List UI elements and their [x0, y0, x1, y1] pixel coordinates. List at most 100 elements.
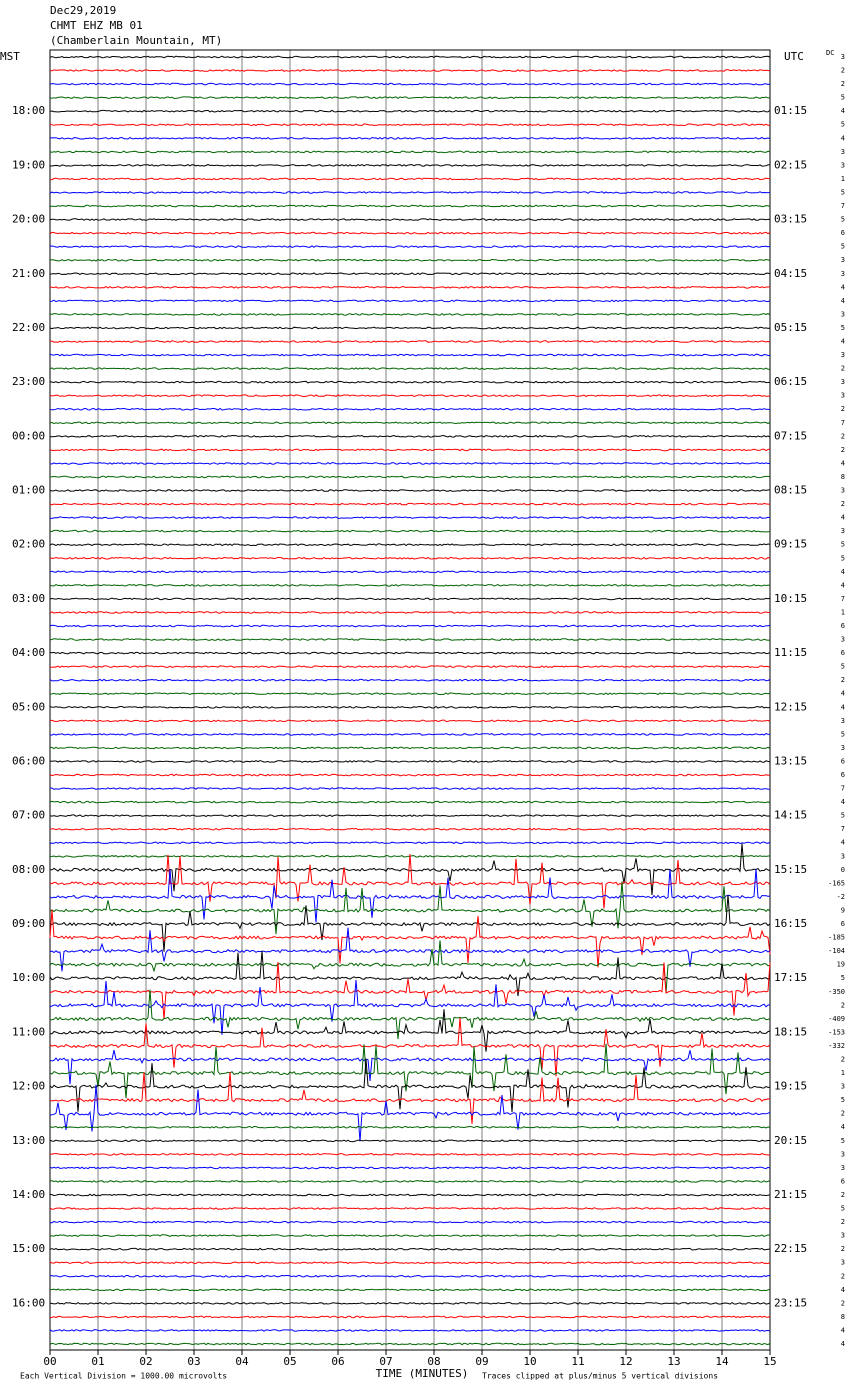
- dc-offset: 3: [841, 487, 845, 495]
- dc-offset: 3: [841, 1232, 845, 1240]
- trace: [49, 502, 771, 506]
- dc-offset: 5: [841, 324, 845, 332]
- dc-offset: 1: [841, 175, 845, 183]
- trace: [49, 1043, 771, 1099]
- trace: [49, 1274, 771, 1278]
- mst-label: 19:00: [12, 158, 45, 171]
- trace: [50, 989, 771, 1039]
- dc-offset: 5: [841, 812, 845, 820]
- dc-label: DC: [826, 49, 834, 57]
- utc-label: 16:15: [774, 917, 807, 930]
- dc-offset: 3: [841, 1164, 845, 1172]
- trace: [49, 1342, 771, 1346]
- utc-label: 06:15: [774, 375, 807, 388]
- dc-offset: 6: [841, 649, 845, 657]
- trace: [49, 1301, 771, 1305]
- trace: [50, 516, 771, 520]
- x-tick-label: 10: [523, 1355, 536, 1368]
- trace: [49, 367, 770, 371]
- mst-label: 16:00: [12, 1296, 45, 1309]
- trace: [49, 1234, 771, 1237]
- utc-label: 22:15: [774, 1242, 807, 1255]
- dc-offset: 3: [841, 744, 845, 752]
- mst-label: 06:00: [12, 754, 45, 767]
- trace: [49, 1166, 771, 1170]
- mst-label: 15:00: [12, 1242, 45, 1255]
- trace: [49, 109, 771, 113]
- trace: [49, 312, 771, 316]
- dc-offset: 8: [841, 473, 845, 481]
- left-axis-label: MST: [0, 50, 20, 63]
- utc-label: 21:15: [774, 1188, 807, 1201]
- trace: [49, 733, 771, 736]
- mst-label: 23:00: [12, 375, 45, 388]
- utc-label: 23:15: [774, 1296, 807, 1309]
- dc-offset: 3: [841, 53, 845, 61]
- trace: [49, 177, 770, 181]
- trace: [49, 800, 771, 804]
- dc-offset: 3: [841, 717, 845, 725]
- dc-offset: 4: [841, 459, 845, 467]
- dc-offset: 2: [841, 446, 845, 454]
- date: Dec29,2019: [50, 4, 116, 17]
- dc-offset: 5: [841, 663, 845, 671]
- dc-offset: 2: [841, 1272, 845, 1280]
- dc-offset: 3: [841, 527, 845, 535]
- utc-label: 03:15: [774, 213, 807, 226]
- trace: [49, 961, 771, 1020]
- dc-offset: 5: [841, 243, 845, 251]
- dc-offset: 2: [841, 1001, 845, 1009]
- dc-offset: 7: [841, 419, 845, 427]
- utc-label: 04:15: [774, 267, 807, 280]
- trace: [49, 1084, 771, 1142]
- dc-offset: -350: [828, 988, 845, 996]
- dc-offset: 2: [841, 67, 845, 75]
- trace: [49, 55, 771, 59]
- utc-label: 15:15: [774, 863, 807, 876]
- trace: [49, 353, 770, 357]
- trace: [49, 678, 771, 682]
- trace: [49, 1207, 771, 1210]
- dc-offset: 4: [841, 798, 845, 806]
- utc-label: 19:15: [774, 1080, 807, 1093]
- trace: [49, 611, 771, 614]
- location: (Chamberlain Mountain, MT): [50, 34, 222, 47]
- dc-offset: -185: [828, 934, 845, 942]
- dc-offset: -332: [828, 1042, 845, 1050]
- dc-offset: 2: [841, 432, 845, 440]
- x-tick-label: 04: [235, 1355, 249, 1368]
- trace: [49, 1071, 771, 1124]
- mst-label: 00:00: [12, 429, 45, 442]
- trace: [49, 461, 771, 465]
- dc-offset: 4: [841, 568, 845, 576]
- utc-label: 07:15: [774, 429, 807, 442]
- dc-offset: 9: [841, 906, 845, 914]
- dc-offset: 3: [841, 1259, 845, 1267]
- dc-offset: 7: [841, 825, 845, 833]
- trace: [49, 841, 771, 845]
- trace: [49, 570, 770, 574]
- dc-offset: 4: [841, 1326, 845, 1334]
- x-tick-label: 05: [283, 1355, 296, 1368]
- trace: [49, 407, 771, 411]
- trace: [49, 979, 771, 1035]
- utc-label: 08:15: [774, 484, 807, 497]
- trace: [49, 380, 771, 384]
- trace: [49, 597, 771, 601]
- trace: [49, 853, 771, 909]
- dc-offset: 4: [841, 337, 845, 345]
- trace: [49, 421, 771, 425]
- dc-offset: 3: [841, 148, 845, 156]
- plot-frame: [49, 49, 771, 1351]
- trace: [49, 1247, 771, 1251]
- mst-label: 22:00: [12, 321, 45, 334]
- dc-offset: 2: [841, 1245, 845, 1253]
- trace: [49, 299, 771, 303]
- utc-label: 18:15: [774, 1025, 807, 1038]
- dc-offset: 7: [841, 595, 845, 603]
- trace: [49, 692, 771, 696]
- dc-offset: 6: [841, 771, 845, 779]
- x-tick-label: 13: [667, 1355, 680, 1368]
- dc-offset: 2: [841, 1218, 845, 1226]
